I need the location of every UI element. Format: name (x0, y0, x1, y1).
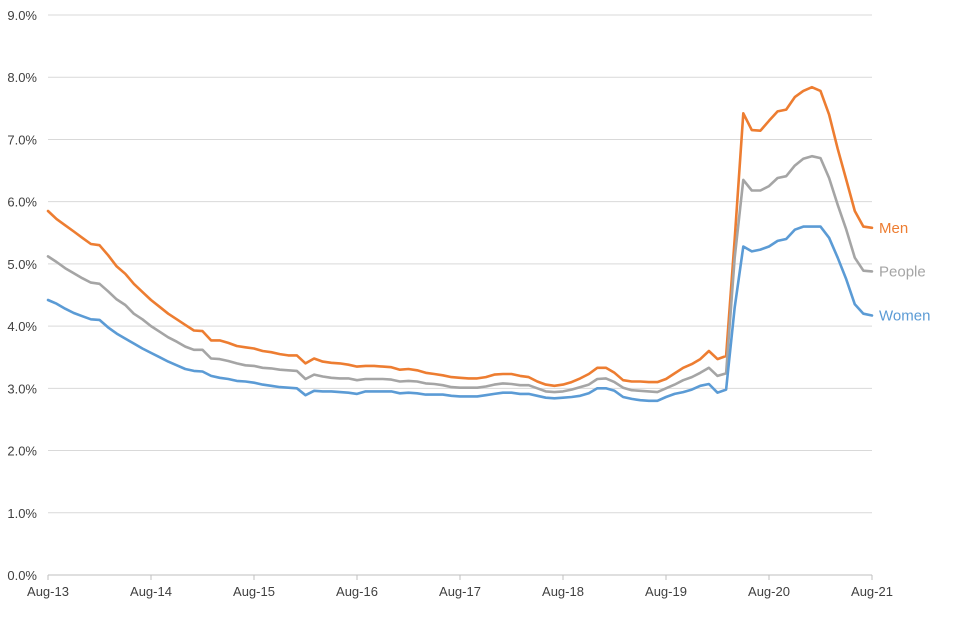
x-tick-label: Aug-21 (851, 584, 893, 599)
series-line-women (46, 225, 874, 403)
y-tick-label: 8.0% (7, 70, 37, 85)
y-tick-label: 4.0% (7, 319, 37, 334)
x-tick-label: Aug-14 (130, 584, 172, 599)
x-tick-label: Aug-18 (542, 584, 584, 599)
gridlines (48, 14, 872, 514)
x-axis (47, 574, 873, 580)
x-tick-label: Aug-17 (439, 584, 481, 599)
y-tick-label: 0.0% (7, 568, 37, 583)
series-label-people: People (879, 263, 926, 280)
series-line-people (46, 154, 874, 394)
series-labels: Men People Women (879, 220, 930, 325)
series-line-men (46, 85, 874, 388)
y-tick-label: 9.0% (7, 8, 37, 23)
series-label-men: Men (879, 220, 908, 237)
y-tick-label: 3.0% (7, 381, 37, 396)
x-tick-label: Aug-15 (233, 584, 275, 599)
y-tick-label: 5.0% (7, 257, 37, 272)
x-tick-label: Aug-13 (27, 584, 69, 599)
y-tick-label: 7.0% (7, 132, 37, 147)
x-tick-label: Aug-20 (748, 584, 790, 599)
y-axis-tick-labels: 0.0% 1.0% 2.0% 3.0% 4.0% 5.0% 6.0% 7.0% 8.0% 9.0% (7, 8, 37, 583)
x-tick-label: Aug-16 (336, 584, 378, 599)
series-lines (46, 85, 874, 403)
y-tick-label: 1.0% (7, 506, 37, 521)
x-axis-tick-labels: Aug-13 Aug-14 Aug-15 Aug-16 Aug-17 Aug-18 Aug-… (27, 584, 893, 599)
series-label-women: Women (879, 308, 930, 325)
y-tick-label: 2.0% (7, 444, 37, 459)
x-tick-label: Aug-19 (645, 584, 687, 599)
y-tick-label: 6.0% (7, 195, 37, 210)
